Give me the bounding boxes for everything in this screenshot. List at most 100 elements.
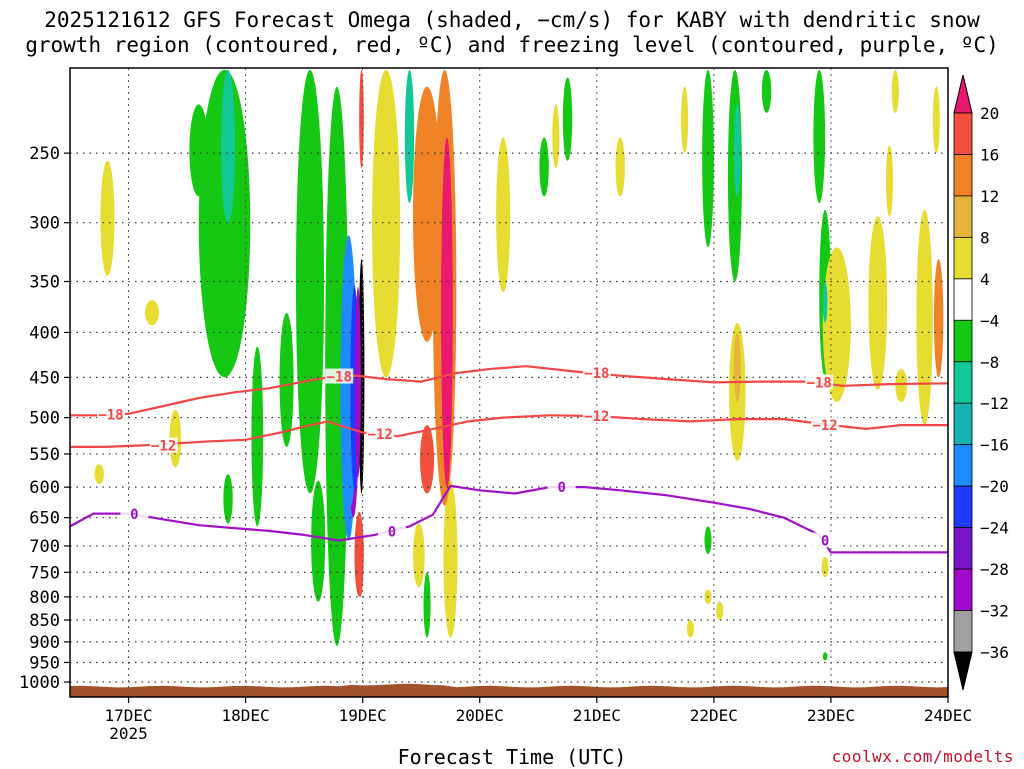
omega-blob-29: [761, 69, 772, 113]
colorbar-swatch-3: [953, 195, 973, 238]
colorbar-swatch-10: [953, 485, 973, 529]
colorbar-label-9: −20: [980, 477, 1009, 496]
colorbar-label-4: 4: [980, 270, 990, 289]
colorbar-label-2: 12: [980, 187, 999, 206]
omega-blob-36: [916, 209, 933, 426]
colorbar-label-12: −32: [980, 602, 1009, 621]
surface-terrain: [70, 683, 948, 697]
axes: 2503003504004505005506006507007508008509…: [19, 67, 972, 743]
omega-blob-51: [359, 69, 364, 169]
colorbar-swatch-9: [953, 444, 973, 487]
freezing-level-label-bg-3: [811, 532, 840, 548]
dgz-minus18-label-bg-0: [96, 406, 125, 422]
dgz-minus12-label-2: −12: [584, 409, 609, 425]
omega-blob-8: [279, 312, 294, 447]
colorbar-label-3: 8: [980, 228, 990, 247]
freezing-level-label-bg-0: [120, 506, 149, 522]
freezing-level-label-1: 0: [388, 525, 396, 541]
colorbar-label-8: −16: [980, 436, 1009, 455]
x-tick-label-17: 17DEC: [104, 706, 152, 725]
omega-blob-33: [868, 216, 888, 390]
omega-blob-18: [552, 104, 560, 169]
dgz-minus12-label-1: −12: [368, 427, 393, 443]
omega-blob-27: [716, 601, 724, 621]
colorbar-swatch-4: [953, 236, 973, 280]
chart-title-line-1: 2025121612 GFS Forecast Omega (shaded, −…: [44, 8, 980, 32]
omega-blob-45: [822, 281, 828, 323]
dgz-minus12-line: [70, 414, 948, 448]
x-tick-label-22: 22DEC: [690, 706, 738, 725]
omega-blob-19: [562, 77, 573, 161]
dgz-minus12-label-bg-1: [366, 426, 395, 442]
colorbar-label-0: 20: [980, 104, 999, 123]
omega-blob-1: [94, 464, 104, 484]
colorbar: 20 16 12 8 4 −4 −8 −12 −16 −20 −24 −28 −32 −36: [953, 74, 1009, 691]
dgz-minus12-label-bg-3: [811, 417, 840, 433]
colorbar-label-10: −24: [980, 519, 1009, 538]
y-tick-label-300: 300: [29, 214, 60, 234]
omega-blob-37: [932, 86, 940, 154]
dgz-minus18-line: [70, 365, 949, 417]
omega-blob-28: [686, 620, 694, 638]
colorbar-label-6: −8: [980, 353, 999, 372]
y-tick-label-900: 900: [29, 633, 60, 653]
colorbar-label-11: −28: [980, 560, 1009, 579]
colorbar-label-13: −36: [980, 643, 1009, 662]
x-tick-label-21: 21DEC: [573, 706, 621, 725]
omega-blob-34: [885, 145, 893, 217]
y-tick-label-250: 250: [29, 144, 60, 164]
colorbar-swatch-1: [953, 112, 973, 155]
freezing-level-label-bg-2: [547, 479, 576, 495]
colorbar-swatch-8: [953, 402, 973, 446]
y-tick-label-750: 750: [29, 563, 60, 583]
freezing-level-label-3: 0: [821, 533, 829, 549]
omega-blob-52: [420, 425, 435, 494]
colorbar-swatch-5: [953, 278, 973, 321]
x-tick-label-19: 19DEC: [339, 706, 387, 725]
y-tick-label-500: 500: [29, 409, 60, 429]
omega-core-4: [357, 534, 364, 597]
omega-blob-39: [822, 652, 828, 661]
omega-blob-38: [821, 556, 829, 578]
omega-blob-22: [702, 69, 714, 248]
y-tick-label-700: 700: [29, 537, 60, 557]
omega-blob-48: [933, 259, 944, 378]
dgz-minus18-label-bg-1: [325, 368, 354, 384]
omega-blob-25: [704, 526, 712, 555]
omega-blob-0: [100, 160, 115, 277]
omega-core-2: [355, 286, 361, 478]
y-tick-label-600: 600: [29, 478, 60, 498]
dgz-minus18-label-3: −18: [807, 375, 832, 391]
dgz-minus18-label-1: −18: [327, 370, 352, 386]
omega-blob-41: [221, 69, 236, 223]
colorbar-label-5: −4: [980, 311, 999, 330]
omega-blob-17: [539, 137, 549, 197]
omega-blob-11: [325, 86, 349, 647]
omega-blob-10: [311, 480, 326, 602]
y-tick-label-350: 350: [29, 273, 60, 293]
plot-frame: [69, 67, 949, 698]
dgz-minus18-label-2: −18: [584, 366, 609, 382]
omega-blob-42: [404, 69, 415, 204]
credit-link[interactable]: coolwx.com/modelts: [831, 747, 1014, 766]
y-tick-label-800: 800: [29, 588, 60, 608]
omega-blob-9: [295, 69, 325, 494]
omega-blob-12: [372, 69, 401, 378]
colorbar-swatch-12: [953, 568, 973, 611]
y-tick-label-550: 550: [29, 445, 60, 465]
dgz-minus12-label-0: −12: [151, 439, 176, 455]
y-tick-label-850: 850: [29, 611, 60, 631]
colorbar-swatch-7: [953, 361, 973, 404]
colorbar-label-1: 16: [980, 145, 999, 164]
omega-field: [70, 69, 948, 697]
omega-blob-30: [813, 69, 826, 204]
omega-blob-6: [223, 474, 233, 524]
colorbar-bottom-arrow: [953, 651, 973, 691]
omega-blob-21: [681, 86, 689, 154]
omega-blob-14: [413, 523, 425, 588]
y-tick-label-650: 650: [29, 509, 60, 529]
colorbar-top-arrow: [953, 74, 973, 114]
omega-blob-40: [891, 69, 899, 113]
colorbar-swatch-2: [953, 154, 973, 197]
colorbar-swatch-11: [953, 527, 973, 570]
